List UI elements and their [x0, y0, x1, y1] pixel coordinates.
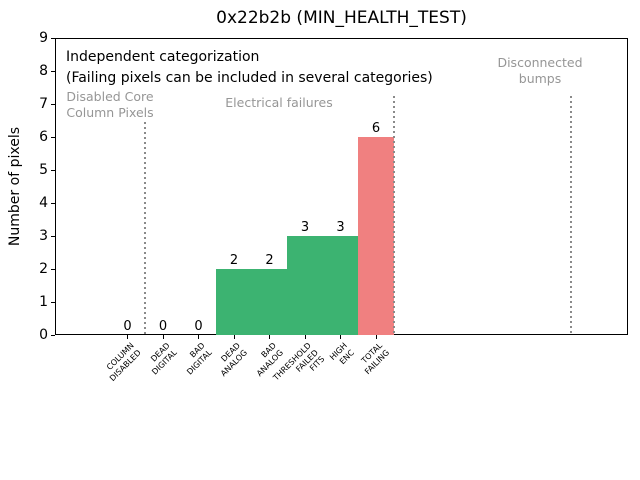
- y-axis-tick: [51, 37, 55, 39]
- x-tick-label-text: BAD DIGITAL: [185, 341, 214, 377]
- bar-value-label: 6: [371, 121, 381, 136]
- x-tick-label-text: COLUMN DISABLED: [104, 341, 143, 383]
- separator-line: [570, 96, 573, 334]
- y-axis-tick: [51, 301, 55, 303]
- annotation-failing-pixels-note: (Failing pixels can be included in sever…: [66, 70, 433, 86]
- x-tick-label-text: DEAD DIGITAL: [148, 341, 179, 377]
- y-axis-tick: [51, 103, 55, 105]
- bar-value-label: 3: [300, 220, 310, 235]
- x-axis-tick: [233, 335, 235, 339]
- y-tick-label: 2: [39, 260, 48, 277]
- annotation-independent-categorization: Independent categorization: [66, 49, 260, 65]
- x-axis-tick: [198, 335, 199, 339]
- y-tick-label: 9: [39, 29, 48, 46]
- y-axis-tick: [51, 169, 55, 171]
- region-label-disabled-core-column-pixels: Disabled Core Column Pixels: [66, 89, 154, 120]
- bar: [251, 269, 288, 335]
- bar-value-label: 2: [229, 253, 239, 268]
- bar: [322, 236, 359, 335]
- y-tick-label: 6: [39, 128, 48, 145]
- y-axis-tick: [51, 202, 55, 204]
- x-axis-tick: [375, 335, 377, 339]
- y-axis-tick: [51, 70, 55, 72]
- y-axis-tick: [51, 235, 55, 237]
- bar-value-label: 0: [194, 319, 203, 334]
- bar: [358, 137, 394, 335]
- x-tick-label-text: TOTAL FAILING: [360, 341, 392, 376]
- y-tick-label: 1: [39, 293, 48, 310]
- bar-value-label: 3: [336, 220, 345, 235]
- region-label-electrical-failures: Electrical failures: [225, 95, 333, 110]
- y-tick-label: 5: [39, 161, 48, 178]
- y-tick-label: 8: [39, 62, 48, 79]
- y-axis-tick: [51, 334, 55, 336]
- x-tick-label-text: DEAD ANALOG: [219, 341, 250, 378]
- y-tick-label: 4: [39, 194, 48, 211]
- y-tick-label: 0: [39, 326, 48, 343]
- y-axis-tick: [51, 136, 55, 138]
- separator-line: [392, 96, 395, 334]
- x-axis-tick: [162, 335, 164, 339]
- y-axis-title: Number of pixels: [4, 38, 26, 335]
- x-axis-tick: [340, 335, 341, 339]
- bar: [287, 236, 323, 335]
- x-axis-tick: [127, 335, 128, 339]
- bar-value-label: 2: [265, 253, 274, 268]
- x-axis-tick: [304, 335, 306, 339]
- separator-line: [144, 122, 147, 334]
- bar: [216, 269, 252, 335]
- y-axis-tick: [51, 268, 55, 270]
- bar-value-label: 0: [158, 319, 168, 334]
- y-tick-label: 7: [39, 95, 48, 112]
- x-tick-label-text: HIGH ENC: [327, 341, 356, 366]
- y-tick-label: 3: [39, 227, 48, 244]
- chart-title: 0x22b2b (MIN_HEALTH_TEST): [216, 8, 467, 28]
- bar-value-label: 0: [123, 319, 132, 334]
- region-label-disconnected-bumps: Disconnected bumps: [497, 55, 583, 86]
- x-axis-tick: [269, 335, 270, 339]
